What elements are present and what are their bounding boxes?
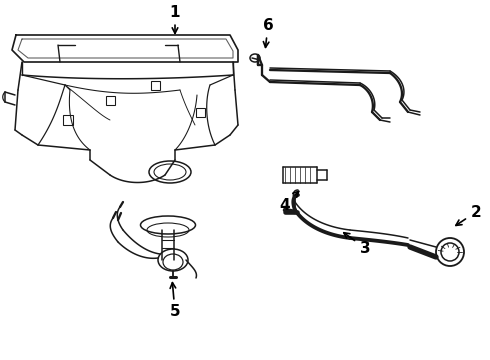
Bar <box>63 115 73 125</box>
Text: 6: 6 <box>263 18 273 48</box>
Text: 2: 2 <box>456 204 481 225</box>
Text: 3: 3 <box>344 233 370 256</box>
Bar <box>196 108 204 117</box>
Text: 5: 5 <box>170 283 180 320</box>
Bar <box>105 95 115 104</box>
Text: 1: 1 <box>170 5 180 33</box>
Bar <box>150 81 160 90</box>
Text: 4: 4 <box>280 191 299 212</box>
